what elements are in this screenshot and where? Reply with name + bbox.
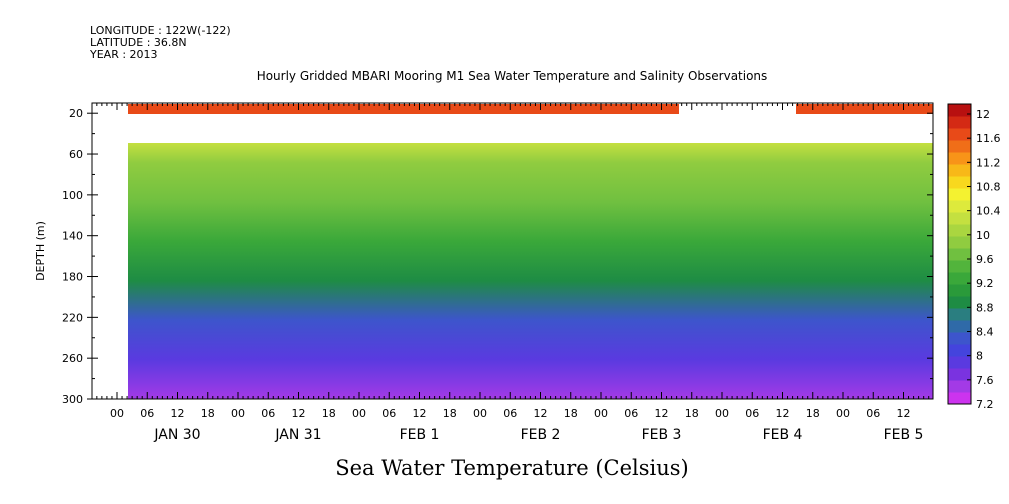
colorbar-label: 9.6	[976, 253, 994, 266]
colorbar-label: 12	[976, 108, 990, 121]
colorbar-swatch	[948, 320, 971, 333]
x-hour-label: 18	[685, 407, 699, 420]
x-hour-label: 00	[715, 407, 729, 420]
x-day-label: FEB 5	[884, 427, 924, 443]
x-hour-label: 00	[836, 407, 850, 420]
colorbar-label: 9.2	[976, 277, 994, 290]
x-hour-label: 06	[745, 407, 759, 420]
y-axis-label: DEPTH (m)	[34, 221, 47, 281]
colorbar-swatch	[948, 392, 971, 405]
colorbar-swatch	[948, 140, 971, 153]
y-tick-label: 100	[62, 189, 83, 202]
x-axis-label: Sea Water Temperature (Celsius)	[335, 456, 689, 480]
colorbar-swatch	[948, 368, 971, 381]
plot-frame	[91, 102, 934, 400]
colorbar-frame	[947, 103, 972, 405]
colorbar-swatch	[948, 284, 971, 297]
colorbar-swatch	[948, 188, 971, 201]
colorbar-swatch	[948, 104, 971, 117]
x-day-label: JAN 30	[153, 427, 200, 443]
colorbar-swatch	[948, 200, 971, 213]
colorbar-label: 7.6	[976, 374, 994, 387]
x-hour-label: 06	[866, 407, 880, 420]
colorbar-swatch	[948, 308, 971, 321]
x-hour-label: 00	[110, 407, 124, 420]
colorbar-label: 8.8	[976, 301, 994, 314]
colorbar-label: 8.4	[976, 326, 994, 339]
x-hour-label: 18	[443, 407, 457, 420]
x-hour-label: 18	[322, 407, 336, 420]
colorbar-label: 11.2	[976, 156, 1001, 169]
y-tick-label: 220	[62, 311, 83, 324]
x-hour-label: 06	[261, 407, 275, 420]
plot-area	[92, 103, 933, 399]
colorbar-label: 10.8	[976, 181, 1001, 194]
x-hour-label: 06	[624, 407, 638, 420]
x-hour-label: 12	[171, 407, 185, 420]
colorbar-swatch	[948, 344, 971, 357]
x-hour-label: 12	[534, 407, 548, 420]
x-hour-label: 18	[201, 407, 215, 420]
x-hour-label: 00	[473, 407, 487, 420]
colorbar: 12 11.6 11.2 10.8 10.4 10 9.6 9.2 8.8 8.4 8 7.6 7.2	[947, 103, 1001, 411]
x-hour-label: 12	[413, 407, 427, 420]
y-tick-label: 20	[69, 107, 83, 120]
temperature-field	[128, 143, 933, 399]
colorbar-swatch	[948, 128, 971, 141]
colorbar-swatch	[948, 224, 971, 237]
colorbar-swatch	[948, 332, 971, 345]
y-tick-label: 60	[69, 148, 83, 161]
colorbar-swatch	[948, 248, 971, 261]
longitude-label: LONGITUDE : 122W(-122)	[90, 24, 231, 37]
year-label: YEAR : 2013	[90, 48, 158, 61]
colorbar-label: 10	[976, 229, 990, 242]
y-tick-label: 300	[62, 393, 83, 406]
surface-band-2	[796, 104, 933, 114]
x-hour-label: 12	[655, 407, 669, 420]
colorbar-swatch	[948, 176, 971, 189]
x-day-label: FEB 3	[642, 427, 682, 443]
x-hour-label: 00	[231, 407, 245, 420]
colorbar-swatch	[948, 380, 971, 393]
colorbar-swatch	[948, 152, 971, 165]
colorbar-swatch	[948, 236, 971, 249]
surface-band-1	[128, 104, 679, 114]
colorbar-swatch	[948, 272, 971, 285]
x-hour-label: 00	[352, 407, 366, 420]
x-hour-label: 12	[897, 407, 911, 420]
chart-title: Hourly Gridded MBARI Mooring M1 Sea Wate…	[257, 69, 768, 83]
x-hour-label: 12	[776, 407, 790, 420]
x-hour-label: 12	[292, 407, 306, 420]
x-hour-label: 18	[564, 407, 578, 420]
colorbar-swatch	[948, 260, 971, 273]
colorbar-label: 8	[976, 350, 983, 363]
x-day-label: FEB 4	[763, 427, 803, 443]
colorbar-swatch	[948, 296, 971, 309]
latitude-label: LATITUDE : 36.8N	[90, 36, 187, 49]
x-day-label: JAN 31	[274, 427, 321, 443]
colorbar-swatch	[948, 164, 971, 177]
colorbar-swatch	[948, 116, 971, 129]
y-tick-label: 140	[62, 230, 83, 243]
colorbar-swatch	[948, 212, 971, 225]
colorbar-label: 7.2	[976, 398, 994, 411]
colorbar-label: 11.6	[976, 132, 1001, 145]
x-hour-label: 06	[503, 407, 517, 420]
y-tick-label: 180	[62, 271, 83, 284]
x-hour-label: 06	[140, 407, 154, 420]
y-tick-label: 260	[62, 352, 83, 365]
x-hour-label: 06	[382, 407, 396, 420]
x-day-label: FEB 1	[400, 427, 440, 443]
colorbar-swatch	[948, 356, 971, 369]
x-day-label: FEB 2	[521, 427, 561, 443]
x-hour-label: 18	[806, 407, 820, 420]
colorbar-label: 10.4	[976, 205, 1001, 218]
x-hour-label: 00	[594, 407, 608, 420]
